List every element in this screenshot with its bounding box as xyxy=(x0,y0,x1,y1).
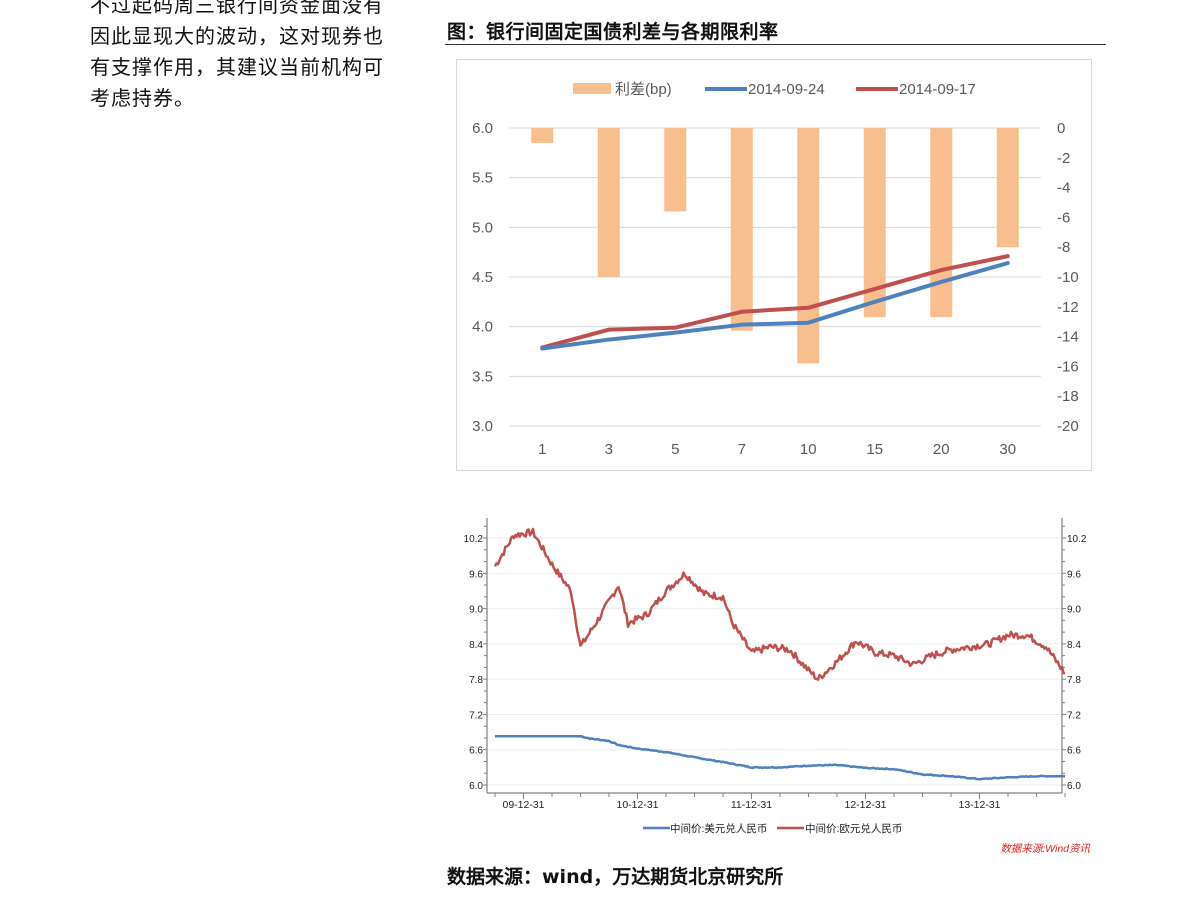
x-axis-tick: 5 xyxy=(671,441,679,458)
spread-bar xyxy=(996,128,1019,248)
left-axis-tick: 5.5 xyxy=(472,170,493,187)
legend-label: 2014-09-17 xyxy=(899,81,976,98)
paragraph-line: 有支撑作用，其建议当前机构可 xyxy=(90,55,384,79)
right-axis-tick: 6.6 xyxy=(1067,746,1081,757)
paragraph-line: 不过起码周三银行间资金面没有 xyxy=(90,0,384,17)
left-axis-tick: 8.4 xyxy=(469,640,483,651)
chart-legend: 利差(bp) 2014-09-24 2014-09-17 xyxy=(573,81,976,98)
spread-bar xyxy=(597,128,620,277)
spread-bar xyxy=(797,128,820,364)
x-axis-tick: 13-12-31 xyxy=(958,799,1000,811)
legend-label: 2014-09-24 xyxy=(748,81,825,98)
x-axis-tick: 15 xyxy=(866,441,883,458)
x-axis-tick: 10 xyxy=(800,441,817,458)
x-axis-tick: 20 xyxy=(933,441,950,458)
title-divider xyxy=(445,44,1106,45)
left-axis-tick: 6.6 xyxy=(469,746,483,757)
x-axis-tick: 7 xyxy=(738,441,746,458)
chart-legend: 中间价:美元兑人民币 中间价:欧元兑人民币 xyxy=(643,822,902,835)
left-axis-tick: 4.5 xyxy=(472,269,493,286)
yield-line xyxy=(540,261,1010,351)
yield-spread-chart-svg: 6.0 5.5 5.0 4.5 4.0 3.5 3.0 0 -2 -4 -6 -8 -10 -12 -14 -… xyxy=(472,81,1079,458)
right-axis-tick: -14 xyxy=(1057,329,1079,346)
left-axis-tick: 7.8 xyxy=(469,675,483,686)
left-axis-tick: 6.0 xyxy=(469,781,483,792)
legend-label: 利差(bp) xyxy=(615,81,672,98)
right-axis-tick: 6.0 xyxy=(1067,781,1081,792)
right-axis-tick: 7.2 xyxy=(1067,710,1081,721)
eur-cny-line xyxy=(493,527,1066,681)
body-paragraph: 不过起码周三银行间资金面没有 因此显现大的波动，这对现券也 有支撑作用，其建议当… xyxy=(90,0,400,114)
right-axis-tick: -20 xyxy=(1057,418,1079,435)
wind-source-note: 数据来源:Wind资讯 xyxy=(1000,843,1090,855)
fx-rate-chart: 10.2 10.2 9.6 9.6 9.0 9.0 8.4 8.4 7.8 7.8 7.2 7.2 6.… xyxy=(450,510,1100,860)
right-axis-tick: -6 xyxy=(1057,209,1070,226)
spread-bar xyxy=(664,128,687,212)
left-axis-tick: 6.0 xyxy=(472,120,493,137)
data-source-note: 数据来源：wind，万达期货北京研究所 xyxy=(447,866,784,888)
yield-spread-chart: 6.0 5.5 5.0 4.5 4.0 3.5 3.0 0 -2 -4 -6 -8 -10 -12 -14 -… xyxy=(456,59,1092,471)
fx-rate-chart-svg: 10.2 10.2 9.6 9.6 9.0 9.0 8.4 8.4 7.8 7.8 7.2 7.2 6.… xyxy=(464,518,1090,855)
right-axis-tick: -4 xyxy=(1057,180,1070,197)
figure-title: 图：银行间固定国债利差与各期限利率 xyxy=(447,21,779,43)
spread-bar xyxy=(863,128,886,318)
x-axis-tick: 10-12-31 xyxy=(616,799,658,811)
left-axis-tick: 3.5 xyxy=(472,368,493,385)
left-axis-tick: 7.2 xyxy=(469,710,483,721)
x-axis-tick: 12-12-31 xyxy=(844,799,886,811)
left-axis-tick: 4.0 xyxy=(472,319,493,336)
right-axis-tick: 8.4 xyxy=(1067,640,1081,651)
right-axis-tick: -16 xyxy=(1057,358,1079,375)
right-axis-tick: 10.2 xyxy=(1067,534,1087,545)
right-axis-tick: -12 xyxy=(1057,299,1079,316)
yield-line xyxy=(540,254,1010,350)
right-axis-tick: 0 xyxy=(1057,120,1065,137)
x-axis-tick: 11-12-31 xyxy=(731,799,772,811)
right-axis-tick: 7.8 xyxy=(1067,675,1081,686)
x-axis-tick: 30 xyxy=(999,441,1016,458)
right-axis-tick: -2 xyxy=(1057,150,1070,167)
spread-bar xyxy=(531,128,554,143)
legend-label: 中间价:美元兑人民币 xyxy=(670,822,767,835)
right-axis-tick: 9.6 xyxy=(1067,569,1081,580)
x-axis-tick: 09-12-31 xyxy=(502,799,544,811)
usd-cny-line xyxy=(495,734,1065,781)
x-axis-tick: 1 xyxy=(538,441,546,458)
left-axis-tick: 10.2 xyxy=(464,534,484,545)
left-axis-tick: 5.0 xyxy=(472,219,493,236)
right-axis-tick: 9.0 xyxy=(1067,605,1081,616)
paragraph-line: 因此显现大的波动，这对现券也 xyxy=(90,24,384,48)
right-axis-tick: -8 xyxy=(1057,239,1070,256)
left-axis-tick: 3.0 xyxy=(472,418,493,435)
legend-label: 中间价:欧元兑人民币 xyxy=(805,822,902,835)
left-axis-tick: 9.0 xyxy=(469,605,483,616)
right-axis-tick: -18 xyxy=(1057,388,1079,405)
x-axis-tick: 3 xyxy=(605,441,613,458)
legend-bar-swatch xyxy=(573,83,611,94)
paragraph-line: 考虑持券。 xyxy=(90,86,195,110)
spread-bar xyxy=(730,128,753,331)
right-axis-tick: -10 xyxy=(1057,269,1079,286)
spread-bar xyxy=(930,128,953,318)
left-axis-tick: 9.6 xyxy=(469,569,483,580)
